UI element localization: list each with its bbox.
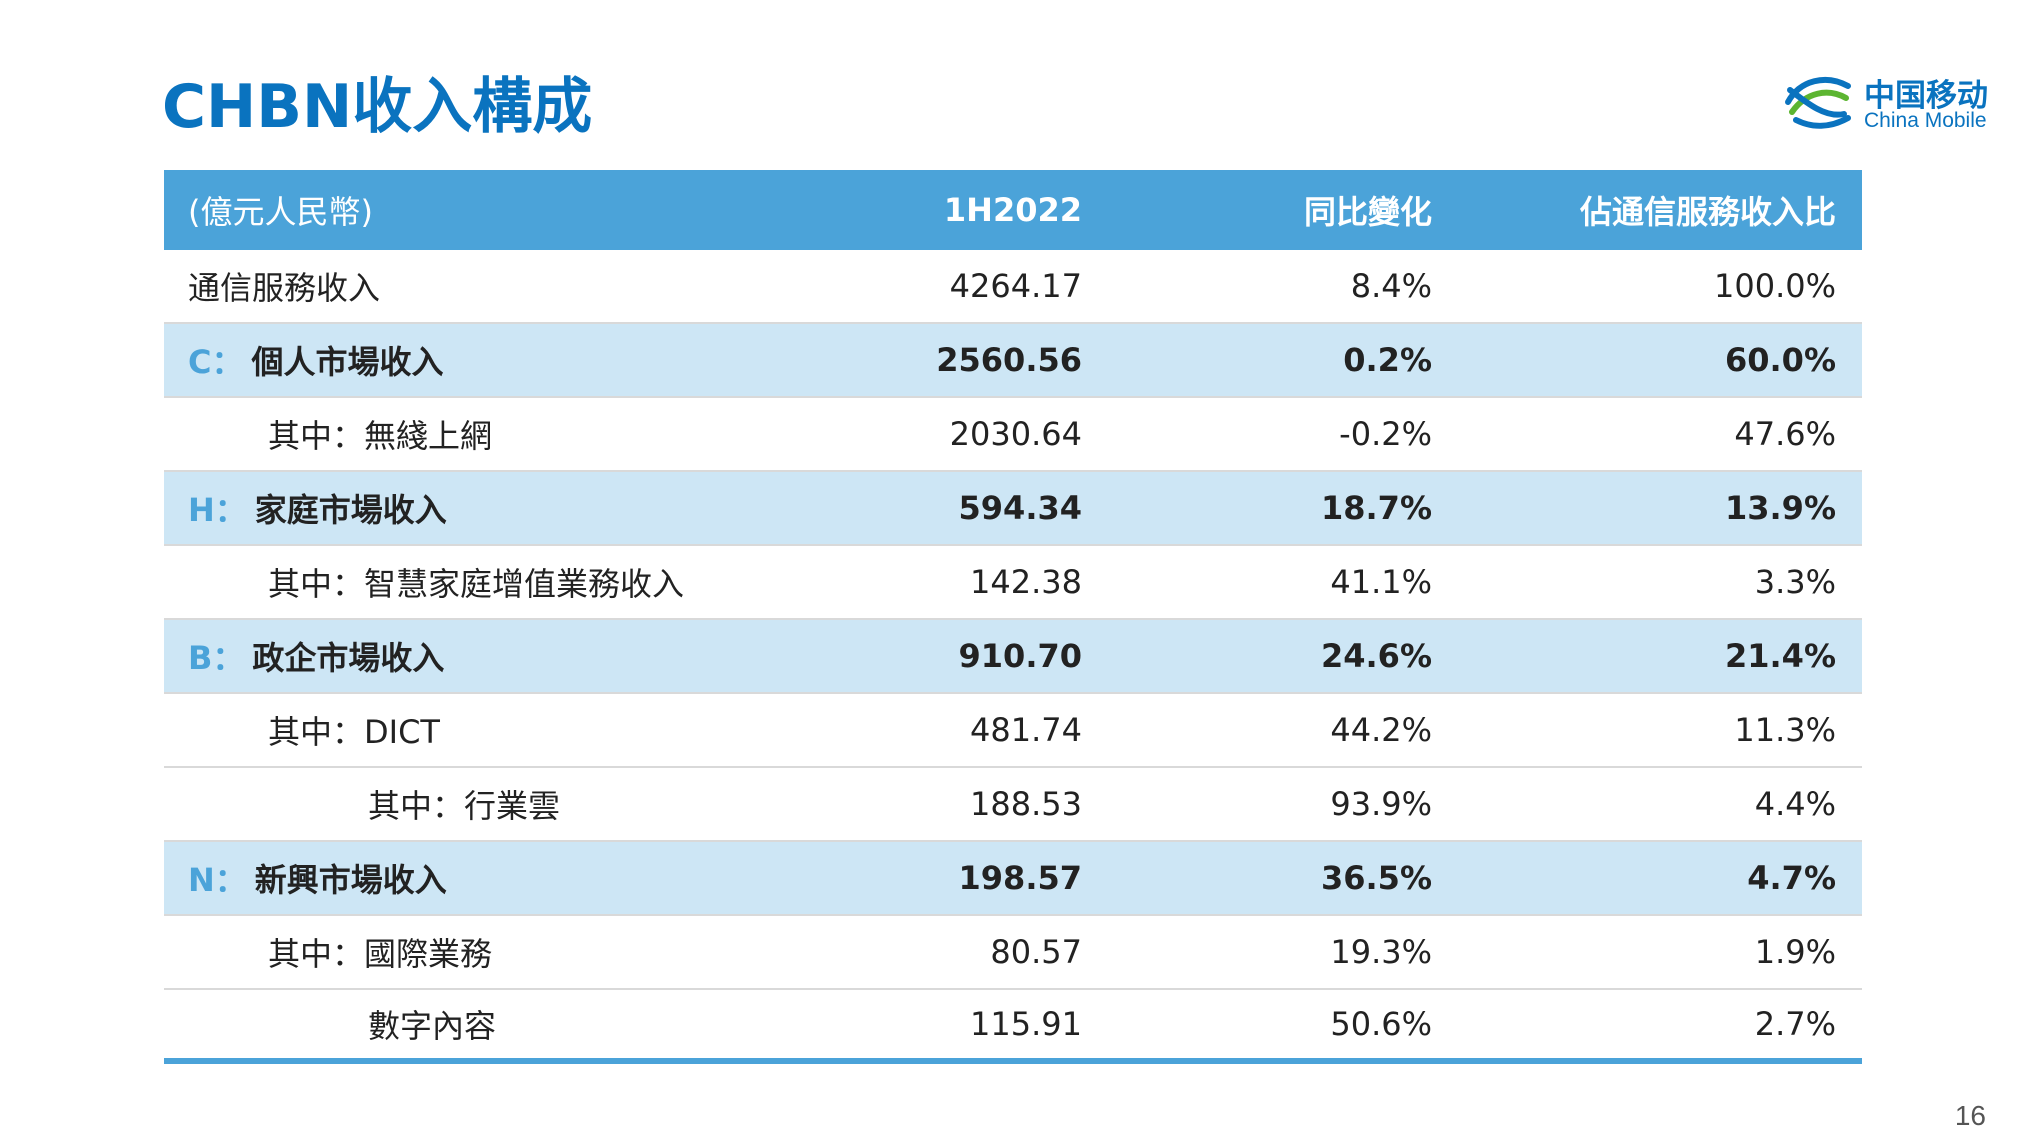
table-row: 其中：DICT 481.74 44.2% 11.3% [164,694,1862,768]
row-yoy: 93.9% [1330,785,1432,823]
page-number: 16 [1954,1100,1986,1131]
china-mobile-logo-icon [1785,76,1851,129]
header-period: 1H2022 [943,191,1082,229]
row-label: 數字內容 [368,1007,497,1045]
row-label: 其中：無綫上網 [268,417,493,455]
row-label: H： 家庭市場收入 [188,472,447,544]
table-row: 其中：國際業務 80.57 19.3% 1.9% [164,916,1862,990]
row-label: 其中：行業雲 [368,787,561,825]
table-row: N： 新興市場收入 198.57 36.5% 4.7% [164,842,1862,916]
row-yoy: 18.7% [1320,489,1432,527]
row-label: 其中：DICT [268,713,440,751]
row-share: 13.9% [1724,489,1836,527]
segment-prefix: H： [188,491,247,529]
row-value: 2030.64 [949,415,1082,453]
logo-chinese-name: 中国移动 [1864,78,1988,114]
row-yoy: 36.5% [1320,859,1432,897]
page-title: CHBN收入構成 [162,72,593,142]
row-label: 其中：智慧家庭增值業務收入 [268,565,685,603]
row-label: 其中：國際業務 [268,935,493,973]
segment-prefix: C： [188,343,244,381]
row-share: 11.3% [1734,711,1836,749]
table-row: 通信服務收入 4264.17 8.4% 100.0% [164,250,1862,324]
logo-english-name: China Mobile [1864,109,1987,132]
table-row: 其中：行業雲 188.53 93.9% 4.4% [164,768,1862,842]
table-row: 其中：智慧家庭增值業務收入 142.38 41.1% 3.3% [164,546,1862,620]
row-yoy: 41.1% [1330,563,1432,601]
row-share: 47.6% [1734,415,1836,453]
row-share: 1.9% [1754,933,1836,971]
row-share: 100.0% [1713,267,1836,305]
row-value: 2560.56 [936,341,1082,379]
revenue-table: (億元人民幣) 1H2022 同比變化 佔通信服務收入比 通信服務收入 4264… [164,170,1862,1064]
row-yoy: 24.6% [1320,637,1432,675]
row-value: 910.70 [958,637,1082,675]
header-unit: (億元人民幣) [188,193,373,231]
row-yoy: 50.6% [1330,1005,1432,1043]
row-share: 21.4% [1724,637,1836,675]
header-share: 佔通信服務收入比 [1579,193,1836,231]
header-yoy: 同比變化 [1303,193,1432,231]
row-yoy: 19.3% [1330,933,1432,971]
row-share: 60.0% [1724,341,1836,379]
row-value: 188.53 [970,785,1082,823]
segment-prefix: N： [188,861,247,899]
row-value: 481.74 [970,711,1082,749]
row-label: N： 新興市場收入 [188,842,447,914]
segment-prefix: B： [188,639,245,677]
row-yoy: 0.2% [1343,341,1432,379]
table-row: B： 政企市場收入 910.70 24.6% 21.4% [164,620,1862,694]
table-row: 其中：無綫上網 2030.64 -0.2% 47.6% [164,398,1862,472]
row-yoy: 8.4% [1350,267,1432,305]
row-value: 115.91 [970,1005,1082,1043]
row-label: C： 個人市場收入 [188,324,444,396]
row-share: 4.7% [1747,859,1836,897]
row-share: 4.4% [1754,785,1836,823]
row-yoy: 44.2% [1330,711,1432,749]
row-share: 3.3% [1754,563,1836,601]
table-row: 數字內容 115.91 50.6% 2.7% [164,990,1862,1064]
company-logo: 中国移动 China Mobile [1782,66,2002,138]
row-label: B： 政企市場收入 [188,620,444,692]
table-row: H： 家庭市場收入 594.34 18.7% 13.9% [164,472,1862,546]
row-yoy: -0.2% [1339,415,1432,453]
table-header-row: (億元人民幣) 1H2022 同比變化 佔通信服務收入比 [164,170,1862,250]
row-label: 通信服務收入 [188,269,381,307]
row-value: 594.34 [958,489,1082,527]
row-share: 2.7% [1754,1005,1836,1043]
table-row: C： 個人市場收入 2560.56 0.2% 60.0% [164,324,1862,398]
row-value: 80.57 [990,933,1082,971]
row-value: 4264.17 [949,267,1082,305]
row-value: 198.57 [958,859,1082,897]
row-value: 142.38 [970,563,1082,601]
